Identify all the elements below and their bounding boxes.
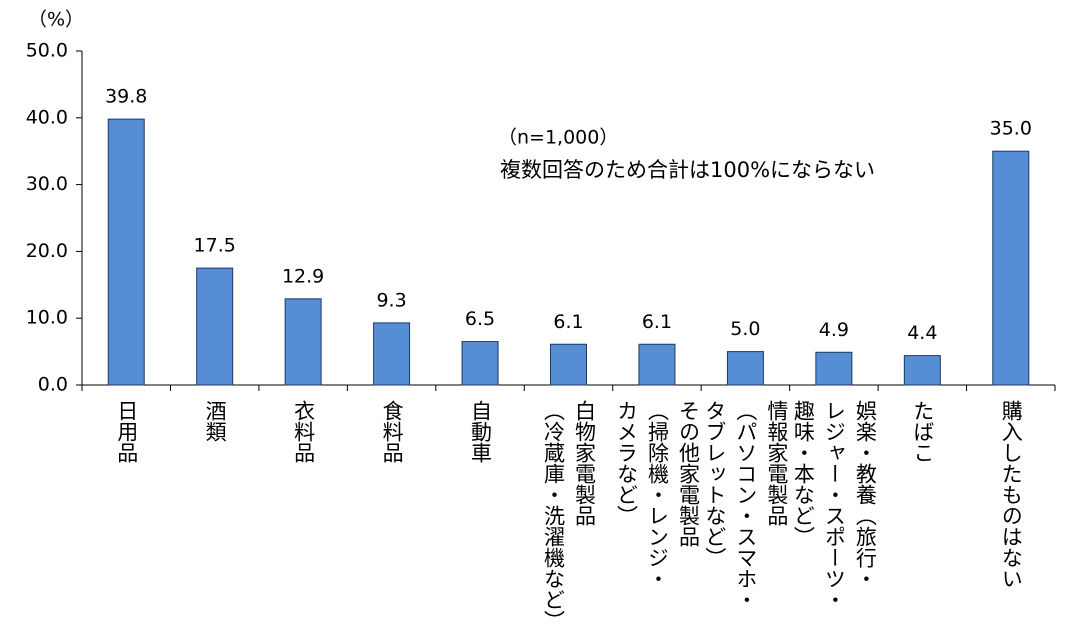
bar xyxy=(726,351,764,386)
data-label: 17.5 xyxy=(194,235,236,257)
data-label: 4.4 xyxy=(907,322,937,344)
x-tick-label: 情報家電製品 （パソコン・スマホ・ タブレットなど） xyxy=(702,400,789,610)
data-label: 12.9 xyxy=(282,265,324,287)
bar xyxy=(815,351,853,386)
data-label: 5.0 xyxy=(730,318,760,340)
x-tick-label: 日用品 xyxy=(114,400,139,463)
bar xyxy=(903,355,941,386)
data-label: 6.5 xyxy=(465,308,495,330)
data-label: 4.9 xyxy=(819,319,849,341)
data-label: 6.1 xyxy=(642,311,672,333)
data-label: 39.8 xyxy=(105,86,147,108)
x-tick-label: たばこ xyxy=(910,400,935,463)
data-label: 6.1 xyxy=(553,311,583,333)
annotation: 複数回答のため合計は100%にならない xyxy=(500,158,875,182)
y-tick-label: 50.0 xyxy=(26,40,68,62)
bar xyxy=(992,150,1030,386)
bar xyxy=(196,267,234,386)
bar xyxy=(373,322,411,386)
x-tick-label: 自動車 xyxy=(468,400,493,463)
annotation: （n=1,000） xyxy=(498,127,618,149)
x-tick-label: 食料品 xyxy=(380,400,405,463)
data-label: 35.0 xyxy=(990,118,1032,140)
x-tick-label: 衣料品 xyxy=(291,400,316,463)
data-label: 9.3 xyxy=(376,289,406,311)
bar xyxy=(461,341,499,386)
bar xyxy=(284,298,322,386)
bar xyxy=(550,343,587,386)
y-axis-label: （%） xyxy=(28,9,84,31)
bar xyxy=(107,118,145,386)
x-tick-label: 娯楽・教養（旅行・ レジャー・スポーツ・ 趣味・本など） xyxy=(791,400,878,610)
y-tick-label: 0.0 xyxy=(38,374,68,396)
x-tick-label: その他家電製品 （掃除機・レンジ・ カメラなど） xyxy=(614,400,701,589)
y-tick-label: 10.0 xyxy=(26,307,68,329)
x-tick-label: 白物家電製品 （冷蔵庫・洗濯機など） xyxy=(541,400,597,631)
x-tick-label: 購入したものはない xyxy=(999,400,1024,589)
y-tick-label: 20.0 xyxy=(26,240,68,262)
x-tick-label: 酒類 xyxy=(203,400,228,442)
y-tick-label: 40.0 xyxy=(26,106,68,128)
y-tick-label: 30.0 xyxy=(26,173,68,195)
bar xyxy=(638,343,676,386)
